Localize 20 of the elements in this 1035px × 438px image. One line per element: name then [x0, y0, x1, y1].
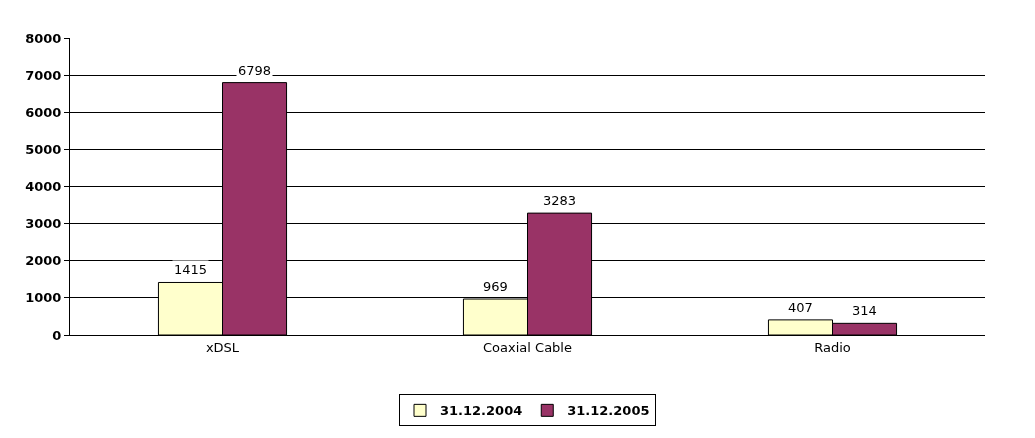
y-tick-label: 6000	[25, 104, 62, 120]
y-tick-label: 2000	[25, 253, 62, 269]
x-tick-label: Radio	[814, 339, 851, 355]
legend-label: 31.12.2005	[567, 403, 650, 419]
y-tick-label: 1000	[25, 290, 62, 306]
y-tick-label: 5000	[25, 141, 62, 157]
data-label: 3283	[543, 193, 577, 208]
data-label: 407	[788, 300, 813, 315]
legend-label: 31.12.2004	[440, 403, 523, 419]
x-tick-label: xDSL	[205, 339, 240, 355]
y-tick-label: 8000	[25, 30, 62, 46]
data-label: 969	[483, 279, 508, 294]
y-tick-label: 3000	[25, 216, 62, 232]
y-tick-label: 0	[52, 327, 62, 343]
x-tick-label: Coaxial Cable	[483, 339, 572, 355]
y-tick-label: 4000	[25, 179, 62, 195]
data-label: 314	[852, 303, 877, 318]
data-label: 6798	[238, 63, 272, 78]
y-tick-label: 7000	[25, 67, 62, 83]
data-label: 1415	[174, 262, 208, 277]
